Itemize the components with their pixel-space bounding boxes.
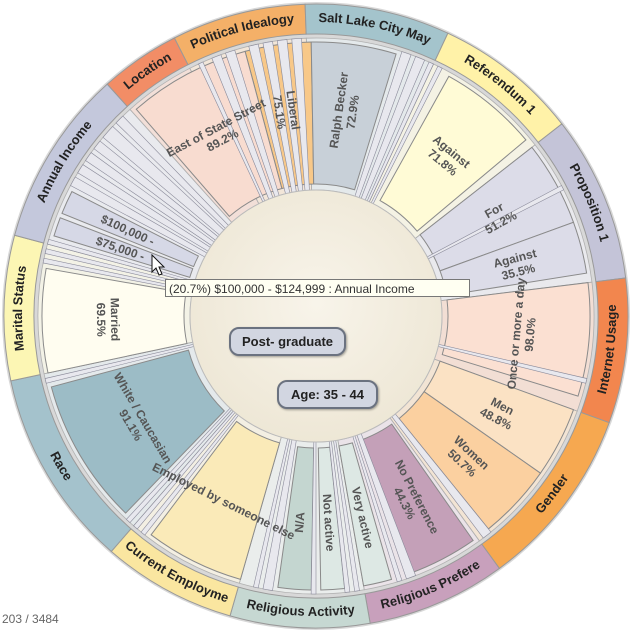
attribute-wedge[interactable] [379,75,527,232]
age-filter-button[interactable]: Age: 35 - 44 [277,380,378,409]
record-counter: 203 / 3484 [2,612,59,626]
attribute-wedge[interactable] [310,41,397,191]
attribute-wedge[interactable] [338,442,393,587]
attribute-wedge[interactable] [50,349,226,514]
attribute-wedge[interactable] [41,267,188,374]
attribute-wedge[interactable] [61,190,200,268]
mouse-cursor-icon [151,253,166,276]
attribute-wedge[interactable] [150,420,281,581]
attribute-name: Liberal [283,90,302,131]
center-hub [189,189,443,443]
category-segment-location[interactable] [106,37,189,108]
category-label-marital-status: Marital Status [10,264,29,351]
attribute-wedge[interactable] [317,446,346,591]
attribute-percent: 98.0% [522,317,539,352]
attribute-wedge[interactable] [277,446,315,591]
attribute-percent: 72.9% [343,94,362,130]
attribute-label: Not active [320,494,337,552]
attribute-percent: 75.1% [270,94,289,130]
education-filter-button[interactable]: Post- graduate [229,327,346,356]
attribute-name: N/A [292,511,308,533]
attribute-wedge[interactable] [441,282,591,397]
attribute-percent: 69.5% [94,303,109,338]
hover-tooltip: (20.7%) $100,000 - $124,999 : Annual Inc… [165,279,470,297]
attribute-name: Married [108,298,123,342]
attribute-name: Not active [320,494,337,552]
attribute-label: N/A [292,511,308,533]
category-ring [3,3,629,629]
